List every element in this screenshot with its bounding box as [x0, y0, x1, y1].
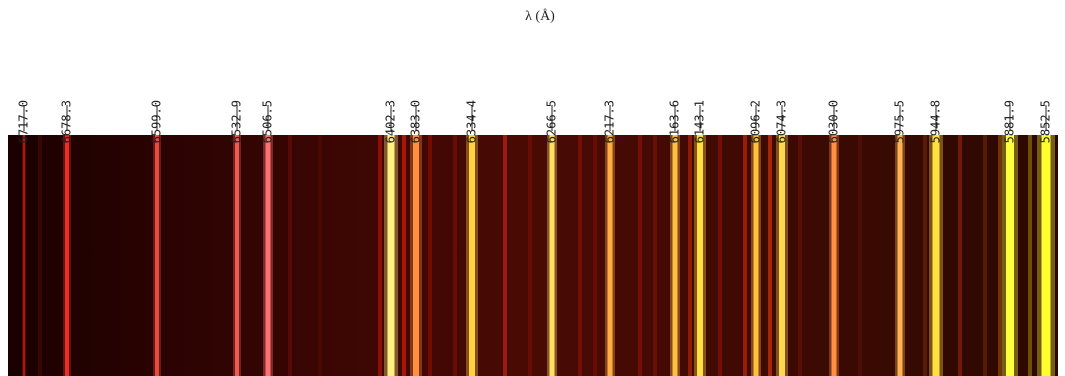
faint-line — [688, 135, 692, 376]
line-label: 6334.4 — [465, 100, 479, 143]
faint-line — [958, 135, 962, 376]
emission-line — [23, 135, 25, 376]
line-label: 6599.0 — [150, 100, 164, 143]
emission-line — [550, 135, 555, 376]
faint-line — [402, 135, 406, 376]
emission-line — [235, 135, 239, 376]
axis-label: λ (Å) — [525, 8, 555, 24]
emission-line — [673, 135, 678, 376]
line-label: 6717.0 — [17, 100, 31, 143]
emission-line — [469, 135, 475, 376]
line-label: 6143.1 — [693, 100, 707, 143]
faint-line — [768, 135, 772, 376]
emission-line — [1006, 135, 1014, 376]
line-label: 5944.8 — [929, 100, 943, 143]
line-label: 6383.0 — [409, 100, 423, 143]
faint-line — [503, 135, 507, 376]
faint-line — [318, 135, 322, 376]
emission-line — [697, 135, 703, 376]
faint-line — [983, 135, 987, 376]
emission-line — [779, 135, 785, 376]
line-label: 6030.0 — [827, 100, 841, 143]
faint-line — [288, 135, 292, 376]
faint-line — [528, 135, 532, 376]
emission-line — [754, 135, 759, 376]
faint-line — [718, 135, 722, 376]
faint-line — [798, 135, 802, 376]
line-label: 6163.6 — [668, 100, 682, 143]
faint-line — [378, 135, 382, 376]
faint-line — [578, 135, 582, 376]
emission-line — [388, 135, 395, 376]
faint-line — [1028, 135, 1032, 376]
line-label: 6096.2 — [749, 100, 763, 143]
line-label: 6678.3 — [60, 100, 74, 143]
line-label: 6266.5 — [545, 100, 559, 143]
emission-line — [933, 135, 940, 376]
faint-line — [428, 135, 432, 376]
line-label: 5852.5 — [1039, 100, 1053, 143]
spectrum-figure: λ (Å) 6717.0 6678.3 6599.0 6532.9 6506.5 6402… — [0, 0, 1065, 376]
line-label: 5881.9 — [1003, 100, 1017, 143]
emission-line — [155, 135, 159, 376]
emission-line — [608, 135, 613, 376]
faint-line — [858, 135, 862, 376]
faint-line — [593, 135, 597, 376]
faint-line — [923, 135, 927, 376]
emission-line — [65, 135, 69, 376]
line-label: 6402.3 — [384, 100, 398, 143]
emission-line — [266, 135, 271, 376]
faint-line — [743, 135, 747, 376]
line-label: 6532.9 — [230, 100, 244, 143]
line-label: 6506.5 — [261, 100, 275, 143]
faint-line — [653, 135, 657, 376]
line-label: 6217.3 — [603, 100, 617, 143]
page: {"axis_label": "λ (Å)", "lines": ["6717.… — [0, 0, 1065, 376]
emission-line — [413, 135, 419, 376]
faint-line — [453, 135, 457, 376]
faint-line — [998, 135, 1002, 376]
faint-line — [38, 135, 42, 376]
emission-line — [1042, 135, 1051, 376]
line-label: 5975.5 — [893, 100, 907, 143]
line-label: 6074.3 — [775, 100, 789, 143]
emission-line — [832, 135, 837, 376]
faint-line — [638, 135, 642, 376]
emission-line — [898, 135, 903, 376]
